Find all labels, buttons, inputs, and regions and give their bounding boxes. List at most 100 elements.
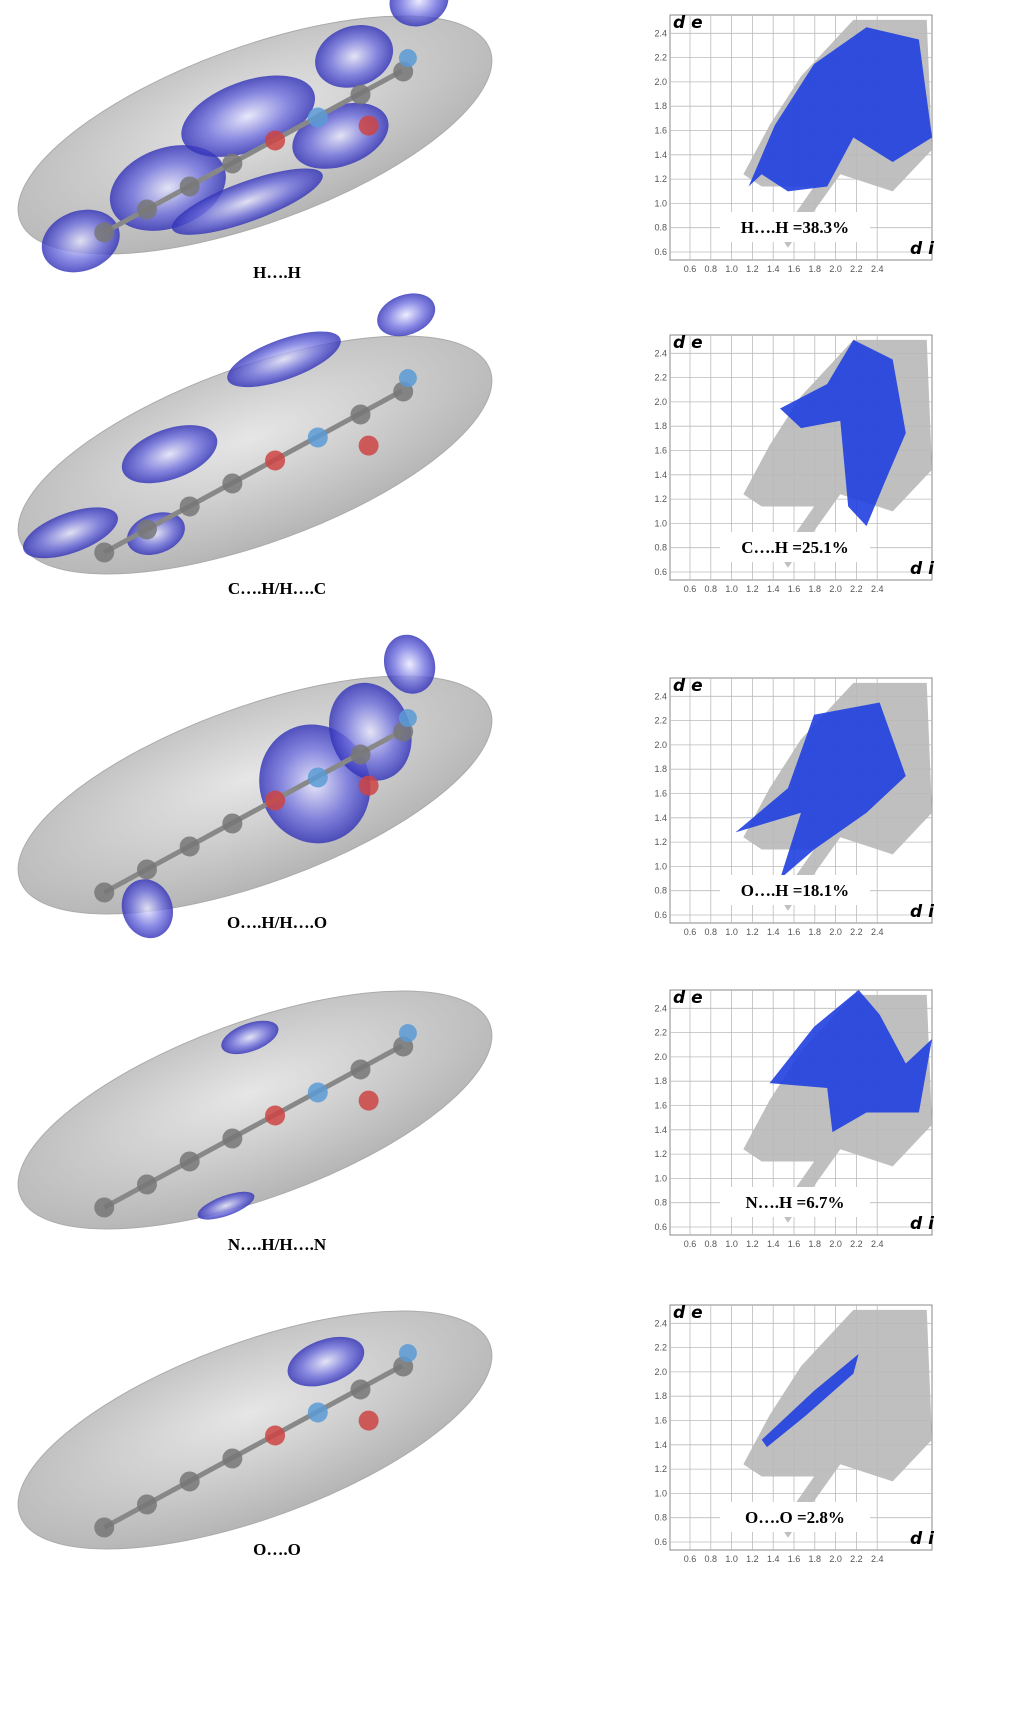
- x-tick-label: 1.8: [809, 264, 822, 274]
- y-tick-label: 2.4: [654, 348, 667, 358]
- y-tick-label: 2.2: [654, 1028, 667, 1038]
- x-tick-label: 2.2: [850, 1239, 863, 1249]
- caption: C….H/H….C: [228, 579, 326, 598]
- plot-label: N….H =6.7%: [746, 1193, 845, 1212]
- x-tick-label: 2.0: [829, 1554, 842, 1564]
- y-tick-label: 2.2: [654, 1343, 667, 1353]
- surface: [0, 942, 520, 1278]
- y-tick-label: 2.2: [654, 373, 667, 383]
- y-tick-label: 2.4: [654, 1003, 667, 1013]
- y-tick-label: 1.4: [654, 470, 667, 480]
- y-axis-label: d e: [673, 333, 703, 353]
- y-tick-label: 1.6: [654, 1416, 667, 1426]
- y-axis-label: d e: [673, 13, 703, 33]
- x-tick-label: 1.4: [767, 1554, 780, 1564]
- y-tick-label: 1.4: [654, 1440, 667, 1450]
- y-tick-label: 1.0: [654, 1488, 667, 1498]
- y-tick-label: 1.2: [654, 174, 667, 184]
- y-tick-label: 0.6: [654, 567, 667, 577]
- y-tick-label: 0.6: [654, 1537, 667, 1547]
- y-tick-label: 1.8: [654, 421, 667, 431]
- figure: H….H 0.6 0.6 0.8 0.8 1.0 1.0 1.2 1.2 1.4 1.4 1.6 1.6…: [0, 0, 1019, 1713]
- y-tick-label: 2.4: [654, 691, 667, 701]
- x-tick-label: 2.0: [829, 584, 842, 594]
- x-tick-label: 0.6: [684, 264, 697, 274]
- plot-label: O….O =2.8%: [745, 1508, 845, 1527]
- y-tick-label: 1.0: [654, 861, 667, 871]
- x-tick-label: 1.2: [746, 584, 759, 594]
- y-tick-label: 1.2: [654, 837, 667, 847]
- x-axis-label: d i: [910, 559, 935, 579]
- x-tick-label: 0.6: [684, 1554, 697, 1564]
- y-tick-label: 2.4: [654, 28, 667, 38]
- caption: N….H/H….N: [228, 1235, 327, 1254]
- x-axis-label: d i: [910, 1529, 935, 1549]
- y-tick-label: 1.4: [654, 1125, 667, 1135]
- x-tick-label: 2.2: [850, 927, 863, 937]
- y-tick-label: 1.6: [654, 446, 667, 456]
- y-tick-label: 1.2: [654, 1464, 667, 1474]
- x-tick-label: 1.6: [788, 584, 801, 594]
- hirshfeld-surface: [0, 276, 520, 624]
- x-tick-label: 1.8: [809, 584, 822, 594]
- caption: O….H/H….O: [227, 913, 327, 932]
- x-tick-label: 1.8: [809, 927, 822, 937]
- x-tick-label: 1.0: [725, 584, 738, 594]
- x-tick-label: 1.6: [788, 1554, 801, 1564]
- surface: [0, 287, 520, 623]
- y-tick-label: 1.8: [654, 1391, 667, 1401]
- y-tick-label: 1.0: [654, 1173, 667, 1183]
- x-tick-label: 2.0: [829, 264, 842, 274]
- caption: O….O: [253, 1540, 301, 1559]
- x-axis-label: d i: [910, 902, 935, 922]
- y-tick-label: 1.6: [654, 789, 667, 799]
- x-tick-label: 1.0: [725, 264, 738, 274]
- y-tick-label: 0.8: [654, 886, 667, 896]
- x-tick-label: 2.0: [829, 927, 842, 937]
- y-tick-label: 1.8: [654, 764, 667, 774]
- x-tick-label: 1.6: [788, 264, 801, 274]
- hirshfeld-surface: [0, 0, 520, 303]
- hirshfeld-surface: [0, 942, 521, 1280]
- y-tick-label: 1.2: [654, 1149, 667, 1159]
- plot-label: O….H =18.1%: [741, 881, 849, 900]
- x-tick-label: 2.2: [850, 1554, 863, 1564]
- surface-patch: [371, 286, 441, 344]
- y-tick-label: 1.6: [654, 1101, 667, 1111]
- x-tick-label: 2.4: [871, 264, 884, 274]
- x-tick-label: 0.8: [705, 264, 718, 274]
- x-tick-label: 1.6: [788, 1239, 801, 1249]
- x-tick-label: 2.4: [871, 1554, 884, 1564]
- y-axis-label: d e: [673, 1303, 703, 1323]
- x-tick-label: 1.8: [809, 1554, 822, 1564]
- y-tick-label: 2.2: [654, 716, 667, 726]
- x-tick-label: 0.8: [705, 1554, 718, 1564]
- x-tick-label: 1.0: [725, 1554, 738, 1564]
- x-tick-label: 2.4: [871, 584, 884, 594]
- y-tick-label: 0.8: [654, 223, 667, 233]
- y-tick-label: 1.4: [654, 150, 667, 160]
- plot-label: H….H =38.3%: [741, 218, 849, 237]
- y-tick-label: 0.8: [654, 1198, 667, 1208]
- x-tick-label: 1.2: [746, 927, 759, 937]
- y-axis-label: d e: [673, 676, 703, 696]
- y-tick-label: 2.0: [654, 1367, 667, 1377]
- x-tick-label: 0.8: [705, 1239, 718, 1249]
- x-tick-label: 1.4: [767, 264, 780, 274]
- plot-label: C….H =25.1%: [741, 538, 848, 557]
- y-tick-label: 0.6: [654, 1222, 667, 1232]
- x-tick-label: 1.0: [725, 927, 738, 937]
- x-tick-label: 1.0: [725, 1239, 738, 1249]
- y-tick-label: 1.0: [654, 198, 667, 208]
- y-tick-label: 0.8: [654, 1513, 667, 1523]
- y-tick-label: 1.4: [654, 813, 667, 823]
- x-tick-label: 1.4: [767, 584, 780, 594]
- y-tick-label: 1.6: [654, 126, 667, 136]
- caption: H….H: [253, 263, 301, 282]
- x-tick-label: 2.4: [871, 1239, 884, 1249]
- x-tick-label: 1.4: [767, 1239, 780, 1249]
- x-tick-label: 1.6: [788, 927, 801, 937]
- x-tick-label: 1.2: [746, 264, 759, 274]
- x-tick-label: 1.8: [809, 1239, 822, 1249]
- y-tick-label: 2.4: [654, 1318, 667, 1328]
